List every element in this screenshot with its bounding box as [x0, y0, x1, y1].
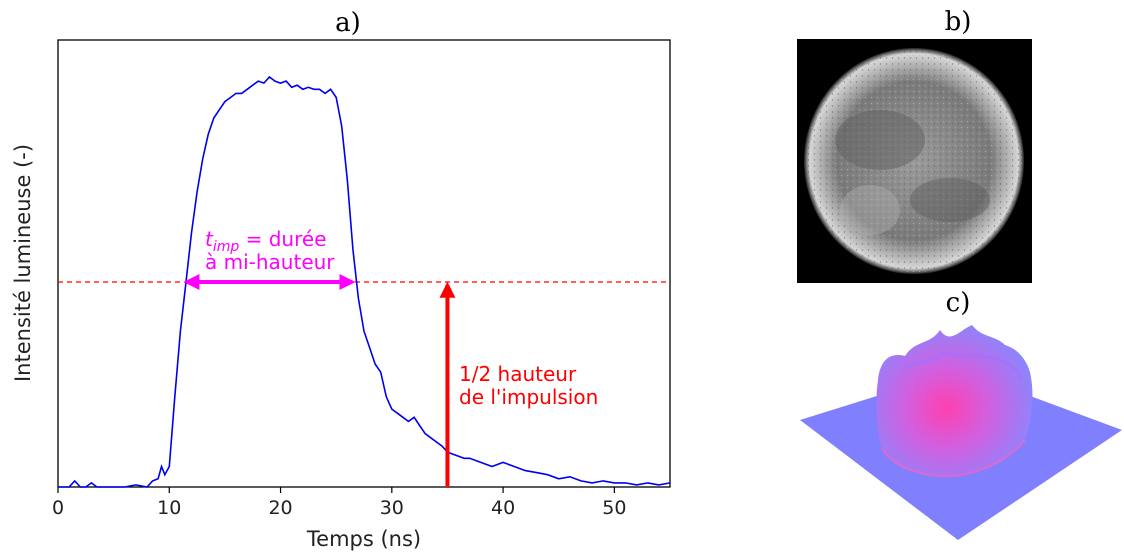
x-tick-label: 10	[157, 497, 181, 519]
x-tick-label: 50	[602, 497, 626, 519]
fwhm-annotation-line2: à mi-hauteur	[205, 250, 335, 274]
beam-dark-region	[835, 110, 925, 170]
beam-bright-region	[840, 185, 900, 235]
half-height-annotation-line2: de l'impulsion	[459, 385, 598, 409]
x-axis-title: Temps (ns)	[306, 527, 421, 551]
beam-image	[797, 39, 1032, 283]
half-height-annotation-line1: 1/2 hauteur	[459, 362, 577, 386]
y-axis-title: Intensité lumineuse (-)	[11, 144, 35, 382]
x-tick-label: 20	[268, 497, 292, 519]
panel-label-a: a)	[335, 8, 361, 38]
fwhm-annotation-line1: timp = durée	[205, 227, 327, 255]
panel-label-b: b)	[945, 7, 972, 37]
x-axis-ticks: 0 10 20 30 40 50	[52, 487, 626, 519]
beam-dark-region-2	[910, 178, 990, 222]
x-tick-label: 40	[491, 497, 515, 519]
chart-a: 0 10 20 30 40 50 timp = durée à mi-hauteur 1/…	[11, 39, 671, 551]
series-line	[58, 75, 671, 488]
panel-label-c: c)	[946, 288, 971, 318]
surface-edge	[881, 439, 1026, 478]
intensity-surface	[800, 325, 1122, 540]
x-tick-label: 0	[52, 497, 64, 519]
beam-speckle	[806, 50, 1022, 272]
surface-profile	[876, 325, 1033, 477]
surface-ridge	[899, 350, 1024, 381]
x-tick-label: 30	[380, 497, 404, 519]
plot-frame	[57, 39, 671, 488]
